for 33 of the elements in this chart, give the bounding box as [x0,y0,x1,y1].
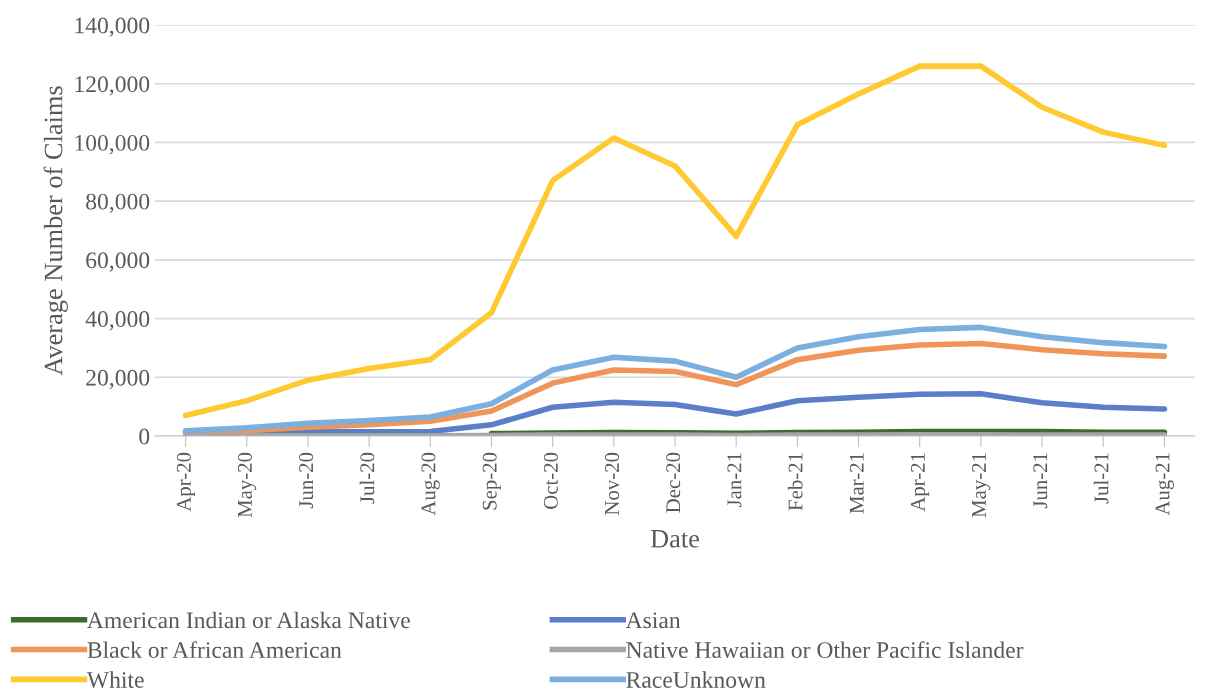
x-axis-title: Date [650,530,699,548]
y-tick-label: 60,000 [86,252,150,272]
legend-label: Native Hawaiian or Other Pacific Islander [626,641,1024,659]
x-tick-label: Mar-21 [849,453,864,514]
x-tick-label: Jul-21 [1093,453,1109,504]
y-tick-label: 120,000 [75,76,150,96]
y-tick-label: 80,000 [86,193,150,213]
x-tick-label: Aug-21 [1155,453,1174,516]
x-tick-label: Jun-21 [1033,453,1048,509]
x-tick-label: Feb-21 [787,453,803,511]
x-tick-label: May-21 [972,453,991,518]
x-tick-label: Jul-20 [359,452,375,504]
legend-label: White [86,671,144,689]
x-tick-label: Jun-20 [299,452,314,509]
x-tick-label: Sep-20 [482,452,501,510]
x-tick-label: May-20 [237,452,257,518]
x-tick-label: Apr-21 [910,453,930,512]
x-tick-label: Aug-20 [421,452,440,516]
legend-label: Black or African American [87,641,342,659]
x-tick-label: Apr-20 [176,452,196,512]
legend-label: American Indian or Alaska Native [87,611,410,629]
legend-label: RaceUnknown [626,671,766,688]
y-axis-title: Average Number of Claims [43,86,68,376]
y-tick-label: 40,000 [85,311,150,331]
legend-label: Asian [625,612,681,629]
y-tick-label: 100,000 [75,134,150,155]
x-tick-label: Jan-21 [727,453,742,508]
y-tick-label: 20,000 [86,369,150,390]
y-tick-label: 0 [139,428,150,445]
x-tick-label: Oct-20 [543,452,558,509]
x-tick-label: Dec-20 [666,452,681,513]
x-tick-label: Nov-20 [604,452,620,516]
y-tick-label: 140,000 [75,17,150,37]
